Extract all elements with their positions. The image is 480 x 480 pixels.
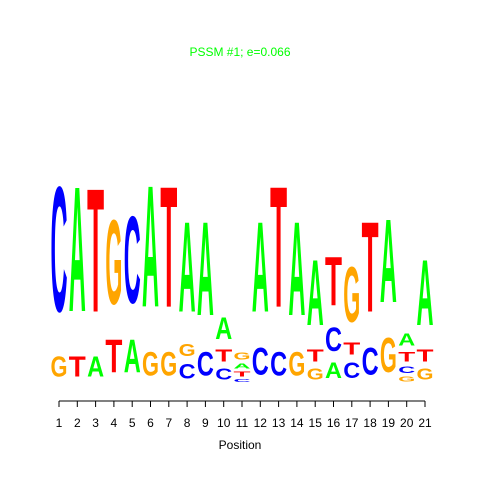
logo-letter: G — [234, 351, 251, 363]
logo-letter: C — [325, 321, 342, 359]
x-tick-label: 13 — [272, 416, 286, 430]
logo-letter: C — [252, 340, 269, 383]
logo-letter: T — [398, 349, 416, 364]
logo-letter: T — [417, 346, 434, 366]
logo-letter: A — [307, 241, 324, 345]
logo-letter: C — [51, 150, 68, 351]
logo-letter: G — [343, 252, 360, 339]
x-tick-label: 4 — [111, 416, 118, 430]
logo-letter: A — [325, 358, 342, 383]
logo-letter: C — [215, 366, 232, 383]
logo-letter: A — [69, 150, 86, 351]
x-tick-label: 8 — [184, 416, 191, 430]
logo-letter: T — [234, 371, 252, 379]
x-tick-label: 18 — [363, 416, 377, 430]
logo-letter: G — [288, 346, 305, 384]
x-tick-label: 3 — [92, 416, 99, 430]
logo-letter: G — [398, 375, 415, 383]
logo-letter: G — [179, 341, 196, 361]
chart-title: PSSM #1; e=0.066 — [189, 45, 290, 59]
logo-letter: C — [270, 345, 287, 383]
logo-letter: C — [234, 378, 251, 383]
logo-letter: A — [124, 330, 141, 383]
logo-letter: G — [105, 197, 122, 331]
logo-letter: G — [380, 330, 397, 384]
logo-letter: A — [234, 362, 252, 370]
logo-letter: A — [215, 311, 232, 346]
logo-letter: G — [417, 366, 434, 383]
x-tick-label: 12 — [254, 416, 268, 430]
x-tick-label: 5 — [129, 416, 136, 430]
x-tick-label: 16 — [327, 416, 341, 430]
logo-letter: G — [142, 346, 159, 384]
logo-letter: A — [417, 241, 434, 345]
logo-letter: T — [343, 339, 360, 359]
logo-letter: C — [362, 340, 379, 383]
logo-letter: A — [142, 151, 159, 344]
logo-letter: T — [87, 151, 104, 349]
logo-letter: T — [105, 331, 122, 383]
x-tick-label: 14 — [290, 416, 304, 430]
logo-letter: T — [270, 152, 287, 345]
logo-letter: G — [307, 366, 324, 383]
logo-letter: A — [197, 195, 214, 344]
x-tick-label: 21 — [418, 416, 432, 430]
logo-letter: A — [179, 195, 196, 340]
logo-letter: A — [87, 350, 104, 383]
x-tick-label: 15 — [309, 416, 323, 430]
x-tick-label: 17 — [345, 416, 359, 430]
logo-letter: C — [343, 358, 360, 383]
logo-letter: T — [69, 351, 87, 384]
logo-letter: G — [51, 352, 68, 384]
logo-letter: T — [307, 346, 324, 366]
logo-letter: T — [362, 195, 379, 339]
logo-letter: A — [398, 330, 415, 350]
x-tick-label: 2 — [74, 416, 81, 430]
x-tick-label: 1 — [56, 416, 63, 430]
x-tick-label: 20 — [400, 416, 414, 430]
logo-letter: C — [179, 360, 196, 383]
logo-letter: T — [160, 152, 177, 345]
x-tick-label: 11 — [236, 416, 249, 430]
x-tick-label: 10 — [217, 416, 231, 430]
logo-letter: A — [288, 195, 305, 344]
logo-letter: C — [197, 345, 214, 383]
logo-letter: A — [380, 197, 397, 329]
x-tick-label: 7 — [165, 416, 172, 430]
logo-letter: G — [160, 346, 177, 384]
x-axis-label: Position — [219, 438, 262, 452]
x-tick-label: 9 — [202, 416, 209, 430]
logo-letter: T — [215, 346, 232, 366]
logo-letter: C — [124, 192, 141, 331]
x-tick-label: 6 — [147, 416, 154, 430]
logo-letter: C — [398, 364, 415, 374]
logo-letter: A — [252, 195, 269, 340]
x-tick-label: 19 — [382, 416, 396, 430]
logo-letter: T — [325, 243, 342, 320]
